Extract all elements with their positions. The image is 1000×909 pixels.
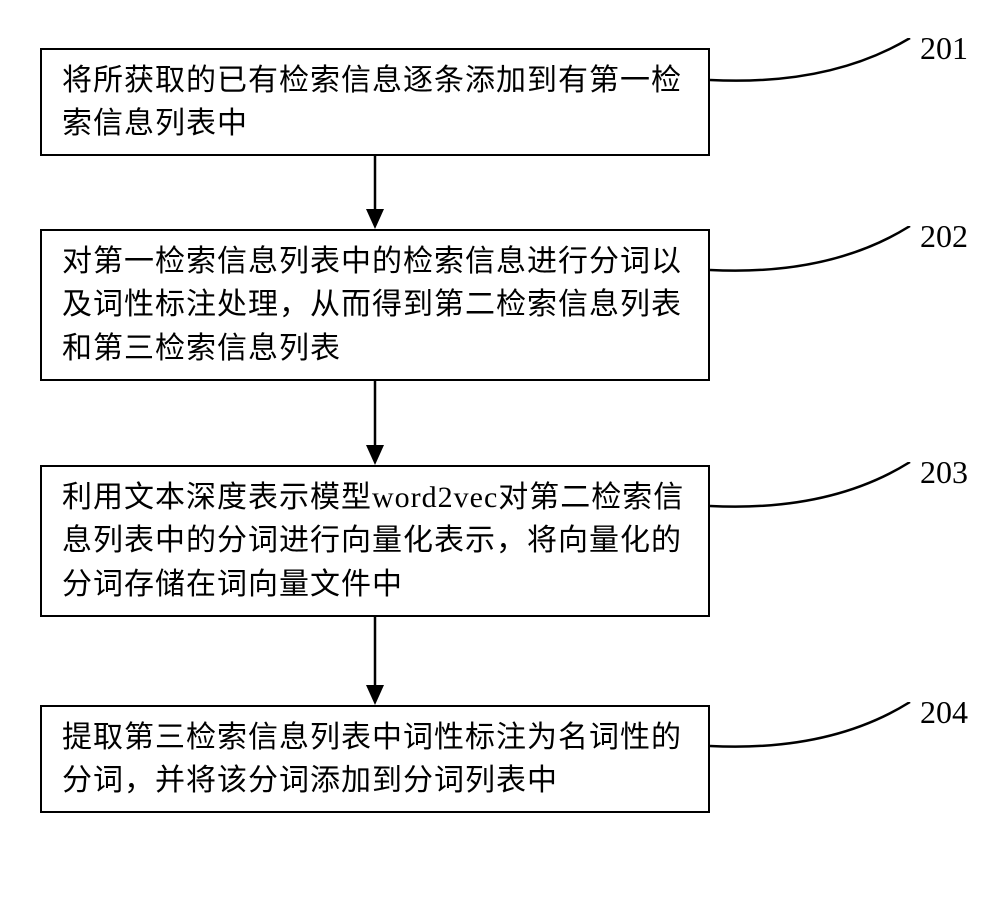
step-label-203: 203 bbox=[920, 454, 968, 491]
connector-202 bbox=[710, 226, 920, 286]
connector-204 bbox=[710, 702, 920, 762]
step-box-203: 利用文本深度表示模型word2vec对第二检索信息列表中的分词进行向量化表示，将… bbox=[40, 465, 710, 617]
step-text-204: 提取第三检索信息列表中词性标注为名词性的分词，并将该分词添加到分词列表中 bbox=[62, 716, 688, 803]
connector-203 bbox=[710, 462, 920, 522]
step-box-201: 将所获取的已有检索信息逐条添加到有第一检索信息列表中 bbox=[40, 48, 710, 156]
connector-201 bbox=[710, 38, 920, 98]
step-text-202: 对第一检索信息列表中的检索信息进行分词以及词性标注处理，从而得到第二检索信息列表… bbox=[62, 240, 688, 371]
step-box-202: 对第一检索信息列表中的检索信息进行分词以及词性标注处理，从而得到第二检索信息列表… bbox=[40, 229, 710, 381]
step-box-204: 提取第三检索信息列表中词性标注为名词性的分词，并将该分词添加到分词列表中 bbox=[40, 705, 710, 813]
arrow-3 bbox=[360, 617, 390, 705]
step-text-203: 利用文本深度表示模型word2vec对第二检索信息列表中的分词进行向量化表示，将… bbox=[62, 476, 688, 607]
step-label-204: 204 bbox=[920, 694, 968, 731]
step-label-201: 201 bbox=[920, 30, 968, 67]
arrow-2 bbox=[360, 381, 390, 465]
step-label-202: 202 bbox=[920, 218, 968, 255]
step-text-201: 将所获取的已有检索信息逐条添加到有第一检索信息列表中 bbox=[62, 59, 688, 146]
arrow-1 bbox=[360, 156, 390, 229]
flowchart-container: 将所获取的已有检索信息逐条添加到有第一检索信息列表中 201 对第一检索信息列表… bbox=[0, 20, 1000, 909]
